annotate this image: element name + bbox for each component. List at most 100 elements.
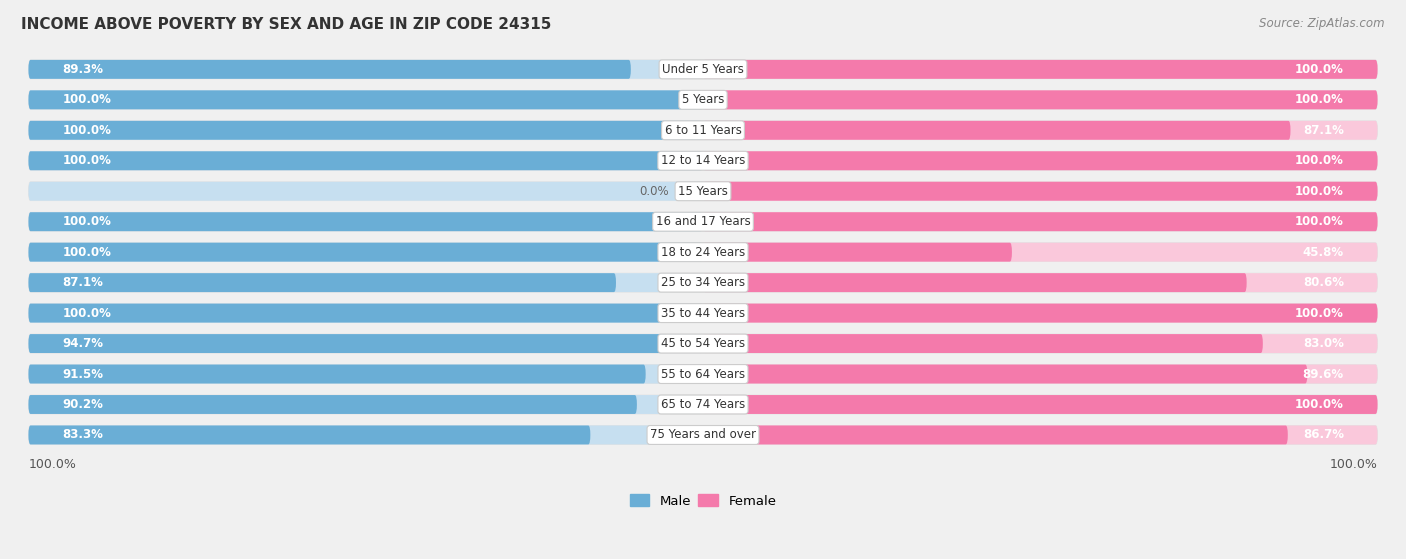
FancyBboxPatch shape — [28, 91, 1378, 109]
Text: 0.0%: 0.0% — [640, 184, 669, 198]
Text: 100.0%: 100.0% — [1295, 63, 1344, 76]
FancyBboxPatch shape — [703, 151, 1378, 170]
Text: 100.0%: 100.0% — [1295, 93, 1344, 106]
FancyBboxPatch shape — [703, 273, 1247, 292]
Text: 35 to 44 Years: 35 to 44 Years — [661, 306, 745, 320]
FancyBboxPatch shape — [28, 334, 703, 353]
Text: 6 to 11 Years: 6 to 11 Years — [665, 124, 741, 137]
FancyBboxPatch shape — [703, 364, 1308, 383]
Text: 100.0%: 100.0% — [62, 154, 111, 167]
Text: 5 Years: 5 Years — [682, 93, 724, 106]
Text: 18 to 24 Years: 18 to 24 Years — [661, 245, 745, 259]
FancyBboxPatch shape — [28, 273, 1378, 292]
Text: 90.2%: 90.2% — [62, 398, 103, 411]
FancyBboxPatch shape — [703, 121, 1291, 140]
Text: 87.1%: 87.1% — [62, 276, 103, 289]
Text: Source: ZipAtlas.com: Source: ZipAtlas.com — [1260, 17, 1385, 30]
FancyBboxPatch shape — [28, 182, 703, 201]
Text: 100.0%: 100.0% — [1295, 398, 1344, 411]
Text: 100.0%: 100.0% — [1295, 306, 1344, 320]
FancyBboxPatch shape — [703, 243, 1012, 262]
Text: 45 to 54 Years: 45 to 54 Years — [661, 337, 745, 350]
FancyBboxPatch shape — [28, 304, 703, 323]
Text: 100.0%: 100.0% — [62, 124, 111, 137]
FancyBboxPatch shape — [703, 334, 1263, 353]
Text: 16 and 17 Years: 16 and 17 Years — [655, 215, 751, 228]
FancyBboxPatch shape — [28, 91, 703, 109]
FancyBboxPatch shape — [28, 212, 703, 231]
FancyBboxPatch shape — [28, 121, 703, 140]
FancyBboxPatch shape — [28, 243, 703, 262]
FancyBboxPatch shape — [28, 364, 703, 383]
Text: 100.0%: 100.0% — [1295, 154, 1344, 167]
Text: 100.0%: 100.0% — [28, 458, 76, 471]
Text: 65 to 74 Years: 65 to 74 Years — [661, 398, 745, 411]
FancyBboxPatch shape — [703, 60, 1378, 79]
Text: 25 to 34 Years: 25 to 34 Years — [661, 276, 745, 289]
Text: 89.3%: 89.3% — [62, 63, 103, 76]
FancyBboxPatch shape — [28, 243, 703, 262]
Text: 86.7%: 86.7% — [1303, 428, 1344, 442]
Text: 100.0%: 100.0% — [62, 245, 111, 259]
FancyBboxPatch shape — [28, 91, 703, 109]
FancyBboxPatch shape — [28, 334, 668, 353]
Legend: Male, Female: Male, Female — [624, 489, 782, 513]
FancyBboxPatch shape — [703, 304, 1378, 323]
FancyBboxPatch shape — [28, 334, 1378, 353]
FancyBboxPatch shape — [28, 304, 703, 323]
FancyBboxPatch shape — [703, 182, 1378, 201]
FancyBboxPatch shape — [28, 60, 1378, 79]
FancyBboxPatch shape — [703, 334, 1378, 353]
FancyBboxPatch shape — [703, 212, 1378, 231]
FancyBboxPatch shape — [28, 243, 1378, 262]
Text: 55 to 64 Years: 55 to 64 Years — [661, 367, 745, 381]
FancyBboxPatch shape — [703, 425, 1378, 444]
FancyBboxPatch shape — [28, 121, 703, 140]
FancyBboxPatch shape — [703, 395, 1378, 414]
Text: 45.8%: 45.8% — [1303, 245, 1344, 259]
FancyBboxPatch shape — [703, 395, 1378, 414]
FancyBboxPatch shape — [703, 273, 1378, 292]
FancyBboxPatch shape — [28, 364, 1378, 383]
FancyBboxPatch shape — [28, 395, 1378, 414]
Text: 100.0%: 100.0% — [62, 306, 111, 320]
Text: 100.0%: 100.0% — [62, 93, 111, 106]
FancyBboxPatch shape — [28, 212, 703, 231]
FancyBboxPatch shape — [28, 60, 703, 79]
FancyBboxPatch shape — [703, 304, 1378, 323]
Text: 83.3%: 83.3% — [62, 428, 103, 442]
FancyBboxPatch shape — [703, 91, 1378, 109]
FancyBboxPatch shape — [28, 121, 1378, 140]
FancyBboxPatch shape — [28, 273, 703, 292]
FancyBboxPatch shape — [703, 425, 1288, 444]
FancyBboxPatch shape — [703, 151, 1378, 170]
Text: 100.0%: 100.0% — [1295, 215, 1344, 228]
Text: 15 Years: 15 Years — [678, 184, 728, 198]
Text: 89.6%: 89.6% — [1303, 367, 1344, 381]
FancyBboxPatch shape — [28, 151, 703, 170]
Text: 83.0%: 83.0% — [1303, 337, 1344, 350]
FancyBboxPatch shape — [28, 212, 1378, 231]
Text: 100.0%: 100.0% — [1330, 458, 1378, 471]
FancyBboxPatch shape — [28, 182, 1378, 201]
Text: 12 to 14 Years: 12 to 14 Years — [661, 154, 745, 167]
FancyBboxPatch shape — [703, 243, 1378, 262]
FancyBboxPatch shape — [28, 425, 1378, 444]
FancyBboxPatch shape — [28, 364, 645, 383]
FancyBboxPatch shape — [703, 212, 1378, 231]
FancyBboxPatch shape — [28, 304, 1378, 323]
Text: 100.0%: 100.0% — [62, 215, 111, 228]
FancyBboxPatch shape — [28, 395, 637, 414]
Text: INCOME ABOVE POVERTY BY SEX AND AGE IN ZIP CODE 24315: INCOME ABOVE POVERTY BY SEX AND AGE IN Z… — [21, 17, 551, 32]
Text: 87.1%: 87.1% — [1303, 124, 1344, 137]
FancyBboxPatch shape — [703, 60, 1378, 79]
FancyBboxPatch shape — [28, 151, 703, 170]
Text: 80.6%: 80.6% — [1303, 276, 1344, 289]
Text: 75 Years and over: 75 Years and over — [650, 428, 756, 442]
FancyBboxPatch shape — [28, 425, 703, 444]
Text: 100.0%: 100.0% — [1295, 184, 1344, 198]
FancyBboxPatch shape — [703, 91, 1378, 109]
Text: Under 5 Years: Under 5 Years — [662, 63, 744, 76]
FancyBboxPatch shape — [28, 60, 631, 79]
FancyBboxPatch shape — [28, 151, 1378, 170]
